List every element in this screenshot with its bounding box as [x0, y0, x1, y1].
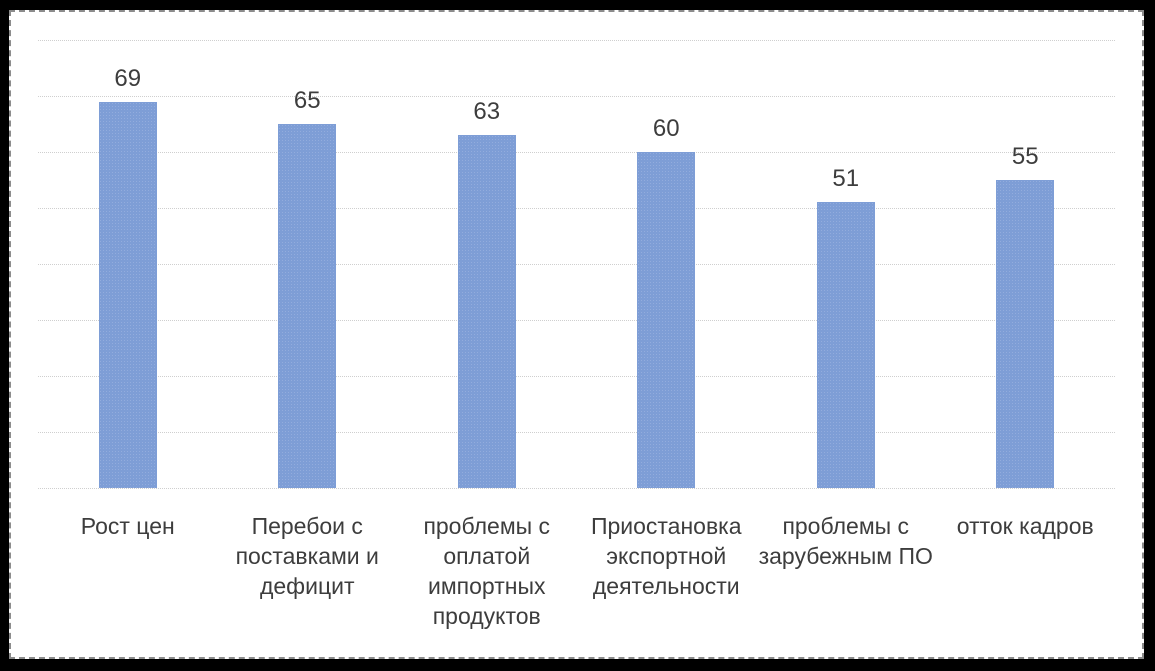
category-label: проблемы с оплатой импортных продуктов: [423, 513, 551, 629]
gridline: [38, 376, 1115, 377]
bar-slot: 51: [756, 40, 936, 488]
category-label: Перебои с поставками и дефицит: [235, 513, 379, 599]
gridline: [38, 264, 1115, 265]
gridline: [38, 152, 1115, 153]
gridline: [38, 488, 1115, 489]
bars-layer: 69 65 63 60 51 55: [38, 40, 1115, 488]
bar: [278, 124, 337, 488]
gridline: [38, 432, 1115, 433]
bar-slot: 65: [218, 40, 398, 488]
plot-area: 69 65 63 60 51 55: [38, 40, 1115, 489]
bar-value-label: 51: [832, 165, 860, 193]
bar-value-label: 55: [1011, 143, 1039, 170]
gridline: [38, 208, 1115, 209]
category-label: Рост цен: [80, 513, 175, 539]
category-label: проблемы с зарубежным ПО: [758, 513, 933, 569]
bar: [457, 135, 516, 488]
bar-slot: 55: [936, 40, 1116, 488]
gridline: [38, 96, 1115, 97]
bar: [98, 101, 157, 488]
bar: [996, 180, 1055, 488]
chart-canvas: 69 65 63 60 51 55 Рост цен Перебои с поставкам…: [9, 10, 1144, 659]
bar: [637, 152, 696, 488]
gridline: [38, 320, 1115, 321]
bar-value-label: 63: [473, 98, 501, 126]
category-label: отток кадров: [956, 513, 1094, 539]
bar-value-label: 69: [114, 64, 142, 92]
bar: [816, 202, 875, 488]
bar-value-label: 60: [652, 115, 680, 142]
bar-value-label: 65: [293, 87, 321, 114]
gridline: [38, 40, 1115, 41]
bar-slot: 63: [397, 40, 577, 488]
bar-slot: 69: [38, 40, 218, 488]
bar-slot: 60: [577, 40, 757, 488]
category-label: Приостановка экспортной деятельности: [590, 513, 742, 599]
category-axis: Рост цен Перебои с поставками и дефицит пр…: [38, 511, 1115, 631]
